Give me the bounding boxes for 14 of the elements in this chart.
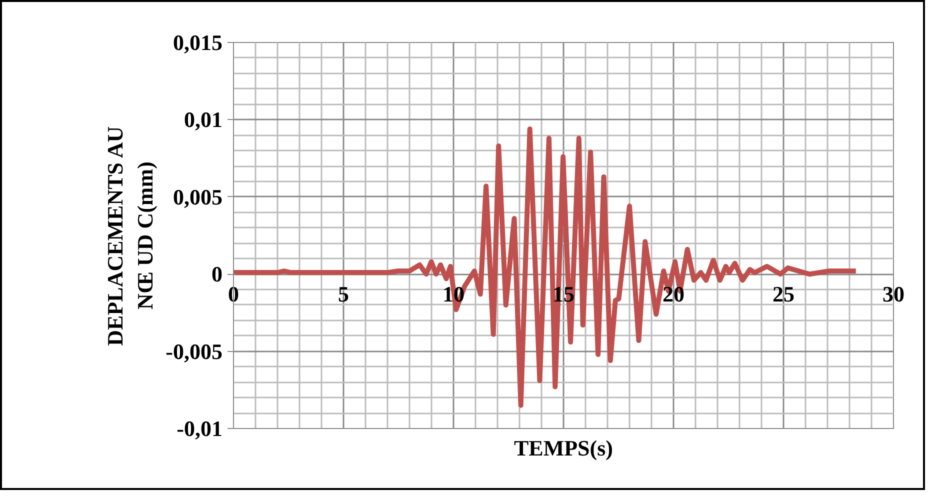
y-axis-title: DEPLACEMENTS AU NŒ UD C(mm) — [102, 126, 158, 346]
x-axis-title: TEMPS(s) — [514, 436, 613, 460]
y-tick-label: -0,005 — [166, 338, 222, 364]
x-tick-label: 20 — [662, 282, 684, 306]
y-tick-label: 0,015 — [173, 30, 222, 55]
y-tick-label: 0,005 — [173, 184, 222, 210]
x-tick-label: 25 — [772, 282, 794, 306]
x-tick-label: 10 — [442, 282, 464, 306]
x-tick-label: 30 — [882, 282, 904, 306]
y-tick-label: -0,01 — [176, 416, 222, 441]
x-tick-label: 5 — [338, 282, 349, 306]
y-tick-label: 0,01 — [184, 107, 222, 132]
y-tick-label: 0 — [212, 262, 222, 287]
x-tick-label: 0 — [228, 282, 239, 306]
